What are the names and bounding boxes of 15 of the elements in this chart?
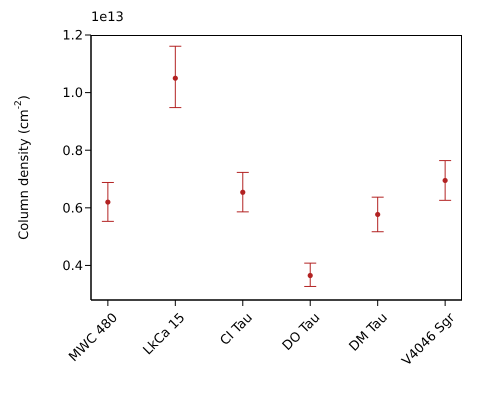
- text: 1e13: [91, 10, 124, 25]
- point: [308, 272, 313, 278]
- x-tick-label: CI Tau: [218, 310, 256, 349]
- point: [172, 76, 178, 81]
- point: [240, 190, 246, 195]
- y-tick-label: 1.0: [62, 86, 83, 102]
- y-tick-label: 0.4: [62, 259, 83, 274]
- y-tick-label: 0.8: [62, 144, 83, 159]
- point: [105, 199, 110, 205]
- point: [375, 212, 380, 218]
- point: [442, 178, 448, 184]
- y-tick-label: 1.2: [62, 28, 83, 44]
- y-tick-label: 0.6: [62, 201, 83, 216]
- x-tick-label: DM Tau: [346, 310, 391, 355]
- x-tick-label: DO Tau: [280, 310, 324, 354]
